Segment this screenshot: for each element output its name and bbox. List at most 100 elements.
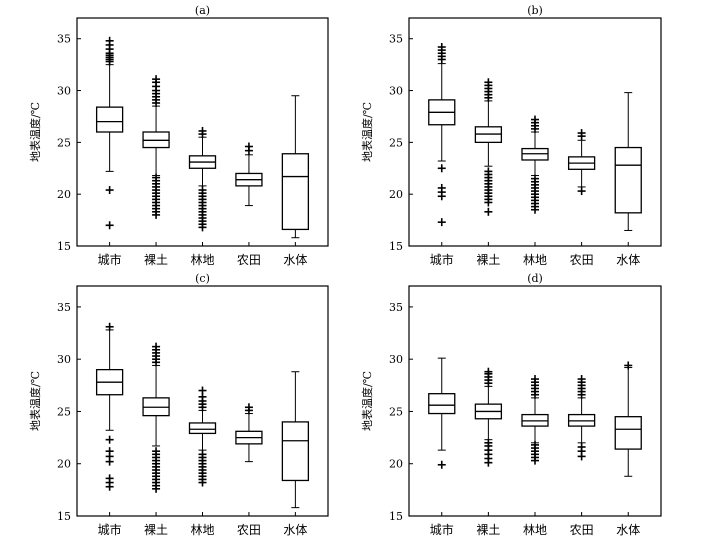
- y-tick-label: 20: [389, 188, 403, 201]
- outlier-marker: [531, 375, 539, 384]
- panel-title: (b): [527, 4, 543, 17]
- outlier-marker: [577, 187, 586, 196]
- iqr-box: [614, 416, 642, 450]
- outlier-marker: [484, 438, 493, 447]
- y-tick-label: 15: [57, 510, 71, 523]
- y-axis-label: 地表温度/℃: [28, 102, 42, 162]
- box-plot-2: [474, 367, 503, 467]
- y-tick-label: 35: [57, 301, 71, 314]
- panel-title: (c): [195, 272, 210, 285]
- outlier-marker: [531, 440, 539, 449]
- x-tick-label: 城市: [430, 252, 454, 267]
- chart-panel: (b) 15 20 25 30 35 地表温度/℃ 城市 裸土 林地 农田 水体: [360, 4, 662, 267]
- outlier-marker: [152, 342, 161, 351]
- y-tick-label: 30: [389, 85, 403, 98]
- x-tick-label: 农田: [570, 253, 594, 267]
- outlier-marker: [105, 474, 114, 483]
- chart-panel: (c) 15 20 25 30 35 地表温度/℃ 城市 裸土 林地 农田 水体: [28, 272, 329, 537]
- box-plot-5: [281, 95, 310, 239]
- x-tick-label: 裸土: [476, 522, 500, 537]
- x-tick-label: 裸土: [144, 252, 168, 267]
- y-axis-label: 地表温度/℃: [28, 371, 42, 431]
- outlier-marker: [198, 450, 207, 459]
- y-tick-label: 25: [389, 136, 403, 149]
- iqr-box: [95, 106, 124, 133]
- outlier-marker: [577, 375, 586, 384]
- outlier-marker: [152, 447, 161, 456]
- box-plot-5: [614, 361, 642, 477]
- x-tick-label: 农田: [570, 523, 594, 537]
- outlier-marker: [437, 218, 446, 227]
- panel-title: (d): [527, 272, 543, 285]
- iqr-box: [281, 153, 310, 231]
- outlier-marker: [244, 142, 253, 151]
- outlier-marker: [484, 167, 493, 176]
- outlier-marker: [105, 186, 114, 195]
- outlier-marker: [152, 75, 161, 84]
- outlier-marker: [577, 129, 586, 138]
- y-tick-label: 35: [57, 33, 71, 46]
- outlier-marker: [437, 43, 446, 52]
- box-plot-4: [235, 403, 263, 463]
- x-tick-label: 城市: [98, 252, 122, 267]
- outlier-marker: [484, 78, 493, 87]
- y-axis-label: 地表温度/℃: [360, 371, 374, 431]
- box-plot-4: [235, 142, 263, 207]
- box-plot-1: [428, 43, 456, 227]
- y-tick-label: 30: [57, 353, 71, 366]
- y-tick-label: 20: [389, 458, 403, 471]
- y-tick-label: 35: [389, 33, 403, 46]
- y-tick-label: 30: [389, 353, 403, 366]
- x-tick-label: 城市: [98, 522, 122, 537]
- box-plot-3: [521, 375, 549, 465]
- y-tick-label: 30: [57, 85, 71, 98]
- outlier-marker: [437, 183, 446, 192]
- y-tick-label: 25: [389, 405, 403, 418]
- box-plot-1: [95, 322, 124, 491]
- iqr-box: [614, 146, 642, 214]
- x-tick-label: 水体: [283, 523, 307, 537]
- box-plot-1: [95, 36, 124, 230]
- x-tick-label: 水体: [616, 523, 640, 537]
- outlier-marker: [105, 435, 114, 444]
- y-axis-label: 地表温度/℃: [360, 102, 374, 162]
- x-tick-label: 林地: [190, 253, 214, 267]
- x-tick-label: 裸土: [476, 252, 500, 267]
- box-plot-2: [474, 78, 503, 216]
- x-tick-label: 裸土: [144, 522, 168, 537]
- x-tick-label: 农田: [237, 253, 261, 267]
- box-plot-2: [142, 75, 170, 219]
- box-plot-3: [188, 386, 217, 487]
- x-tick-label: 林地: [523, 523, 547, 537]
- y-tick-label: 15: [389, 510, 403, 523]
- outlier-marker: [105, 447, 114, 456]
- chart-panel: (a) 15 20 25 30 35 地表温度/℃ 城市 裸土 林地 农田 水体: [28, 4, 329, 267]
- box-plot-2: [142, 342, 170, 493]
- outlier-marker: [577, 443, 586, 451]
- x-tick-label: 城市: [430, 522, 454, 537]
- outlier-marker: [152, 173, 161, 182]
- x-tick-label: 水体: [283, 253, 307, 267]
- outlier-marker: [198, 186, 207, 195]
- y-tick-label: 20: [57, 188, 71, 201]
- outlier-marker: [531, 174, 539, 183]
- outlier-marker: [484, 367, 493, 376]
- outlier-marker: [105, 322, 114, 331]
- y-tick-label: 25: [57, 136, 71, 149]
- outlier-marker: [198, 386, 207, 395]
- outlier-marker: [105, 36, 114, 45]
- box-plot-3: [521, 115, 549, 214]
- box-plot-5: [614, 92, 642, 231]
- x-tick-label: 林地: [523, 253, 547, 267]
- x-tick-label: 水体: [616, 253, 640, 267]
- y-tick-label: 15: [57, 240, 71, 253]
- outlier-marker: [531, 115, 539, 124]
- y-tick-label: 25: [57, 405, 71, 418]
- y-tick-label: 35: [389, 301, 403, 314]
- y-tick-label: 20: [57, 458, 71, 471]
- outlier-marker: [484, 207, 493, 216]
- outlier-marker: [105, 221, 114, 230]
- outlier-marker: [198, 126, 207, 135]
- x-tick-label: 林地: [190, 523, 214, 537]
